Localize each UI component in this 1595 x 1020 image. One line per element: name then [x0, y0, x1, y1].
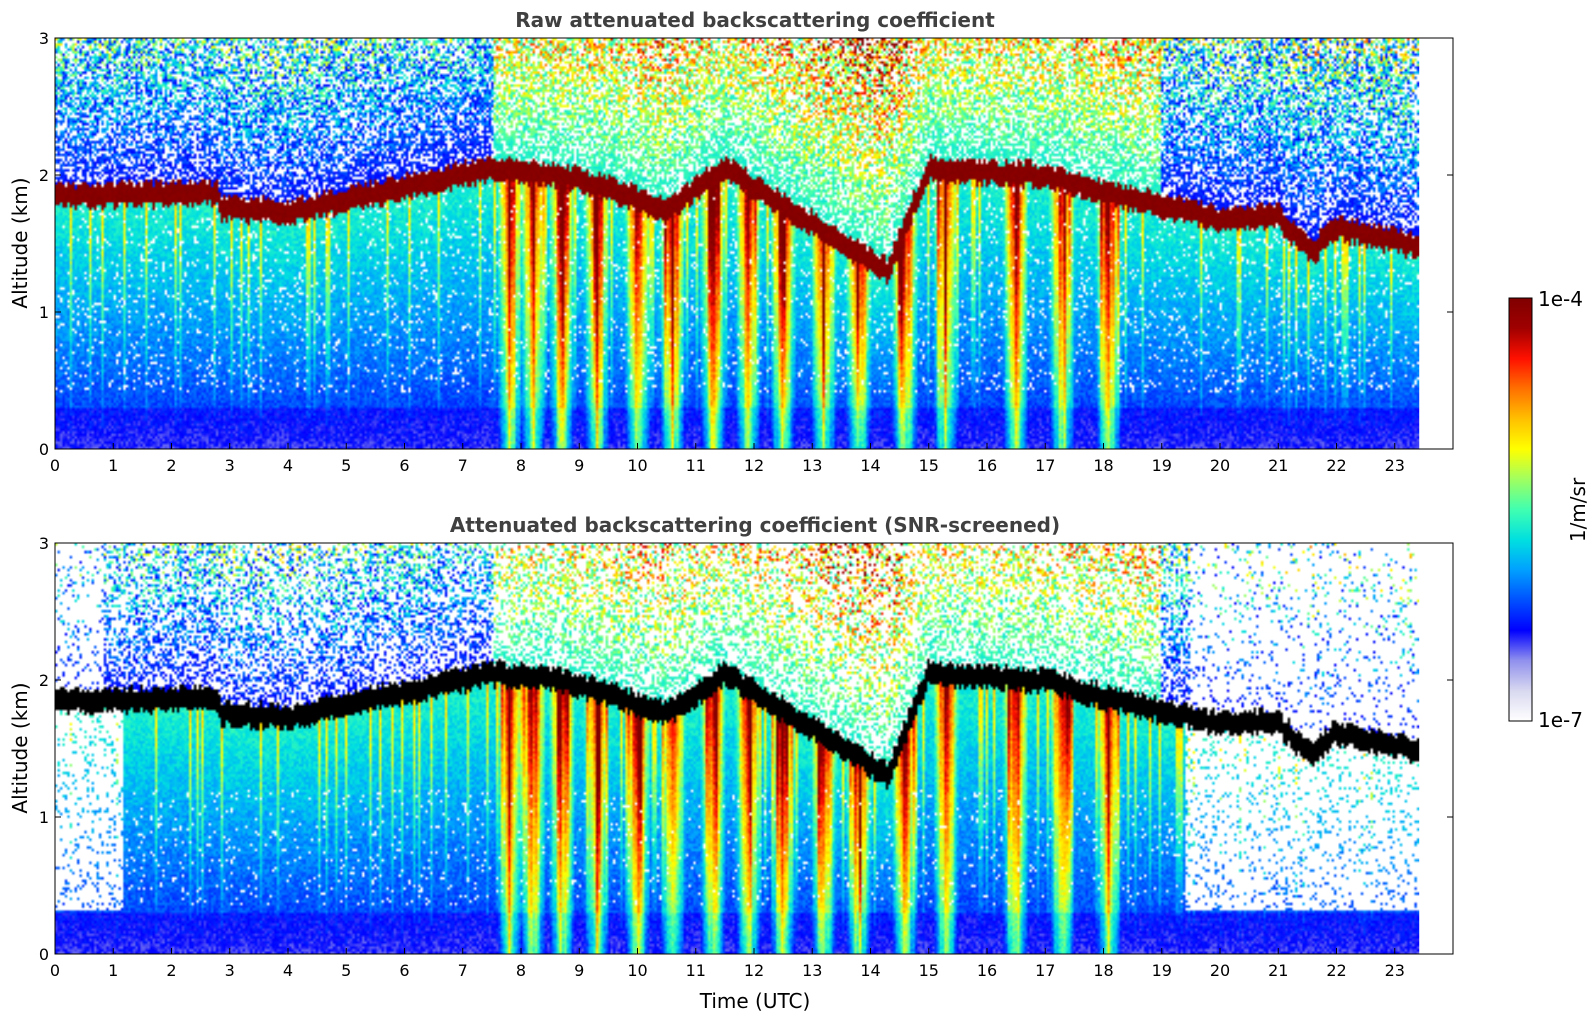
x-tick-label: 21 — [1268, 456, 1288, 475]
x-axis-label: Time (UTC) — [699, 989, 811, 1013]
x-tick-label: 14 — [860, 456, 880, 475]
x-tick-label: 8 — [516, 456, 526, 475]
x-tick-label: 13 — [802, 961, 822, 980]
x-tick-label: 1 — [108, 456, 118, 475]
y-axis-screened: 0 1 2 3 — [39, 534, 1453, 964]
y-tick-label: 2 — [39, 166, 49, 185]
x-tick-label: 15 — [919, 456, 939, 475]
x-tick-label: 20 — [1210, 456, 1230, 475]
x-tick-label: 3 — [225, 961, 235, 980]
x-tick-label: 0 — [50, 456, 60, 475]
x-tick-label: 22 — [1326, 961, 1346, 980]
x-tick-label: 8 — [516, 961, 526, 980]
heatmap-raw — [55, 38, 1420, 449]
panel-screened: Attenuated backscattering coefficient (S… — [8, 513, 1454, 1013]
x-tick-label: 3 — [225, 456, 235, 475]
x-tick-label: 5 — [341, 961, 351, 980]
x-tick-label: 7 — [458, 961, 468, 980]
colorbar-ramp — [1508, 297, 1533, 722]
colorbar-min-label: 1e-7 — [1538, 708, 1583, 732]
x-tick-label: 19 — [1152, 961, 1172, 980]
x-tick-label: 14 — [860, 961, 880, 980]
x-tick-label: 9 — [574, 961, 584, 980]
x-axis-raw: 0 1 2 3 4 5 6 7 8 9 10 11 12 13 14 15 16 17 18 19 20 21 22 23 — [50, 443, 1405, 475]
x-tick-label: 10 — [627, 456, 647, 475]
x-tick-label: 22 — [1326, 456, 1346, 475]
y-tick-label: 3 — [39, 29, 49, 48]
x-tick-label: 11 — [686, 961, 706, 980]
y-axis-label-raw: Altitude (km) — [8, 177, 32, 308]
x-tick-label: 6 — [399, 961, 409, 980]
colorbar-label: 1/m/sr — [1566, 477, 1590, 542]
y-axis-raw: 0 1 2 3 — [39, 29, 1453, 459]
y-tick-label: 3 — [39, 534, 49, 553]
x-tick-label: 4 — [283, 456, 293, 475]
x-tick-label: 17 — [1035, 961, 1055, 980]
heatmap-screened — [55, 543, 1420, 954]
x-tick-label: 0 — [50, 961, 60, 980]
x-axis-screened: 0 1 2 3 4 5 6 7 8 9 10 11 12 13 14 15 16 17 18 19 20 21 22 23 — [50, 948, 1405, 980]
x-tick-label: 1 — [108, 961, 118, 980]
y-tick-label: 0 — [39, 945, 49, 964]
x-tick-label: 18 — [1093, 456, 1113, 475]
x-tick-label: 12 — [744, 961, 764, 980]
x-tick-label: 2 — [166, 961, 176, 980]
x-tick-label: 4 — [283, 961, 293, 980]
x-tick-label: 17 — [1035, 456, 1055, 475]
x-tick-label: 5 — [341, 456, 351, 475]
x-tick-label: 15 — [919, 961, 939, 980]
x-tick-label: 10 — [627, 961, 647, 980]
x-tick-label: 9 — [574, 456, 584, 475]
x-tick-label: 2 — [166, 456, 176, 475]
x-tick-label: 16 — [977, 961, 997, 980]
x-tick-label: 11 — [686, 456, 706, 475]
x-tick-label: 21 — [1268, 961, 1288, 980]
panel-title-raw: Raw attenuated backscattering coefficien… — [515, 8, 995, 32]
colorbar-max-label: 1e-4 — [1538, 287, 1583, 311]
x-tick-label: 18 — [1093, 961, 1113, 980]
panel-title-screened: Attenuated backscattering coefficient (S… — [450, 513, 1060, 537]
x-tick-label: 6 — [399, 456, 409, 475]
y-axis-label-screened: Altitude (km) — [8, 682, 32, 813]
x-tick-label: 23 — [1385, 456, 1405, 475]
x-tick-label: 16 — [977, 456, 997, 475]
x-tick-label: 13 — [802, 456, 822, 475]
panel-raw: Raw attenuated backscattering coefficien… — [8, 8, 1454, 475]
x-tick-label: 20 — [1210, 961, 1230, 980]
y-tick-label: 1 — [39, 808, 49, 827]
x-tick-label: 19 — [1152, 456, 1172, 475]
y-tick-label: 2 — [39, 671, 49, 690]
x-tick-label: 12 — [744, 456, 764, 475]
colorbar: 1e-4 1e-7 1/m/sr — [1508, 287, 1590, 732]
y-tick-label: 0 — [39, 440, 49, 459]
y-tick-label: 1 — [39, 303, 49, 322]
x-tick-label: 23 — [1385, 961, 1405, 980]
x-tick-label: 7 — [458, 456, 468, 475]
